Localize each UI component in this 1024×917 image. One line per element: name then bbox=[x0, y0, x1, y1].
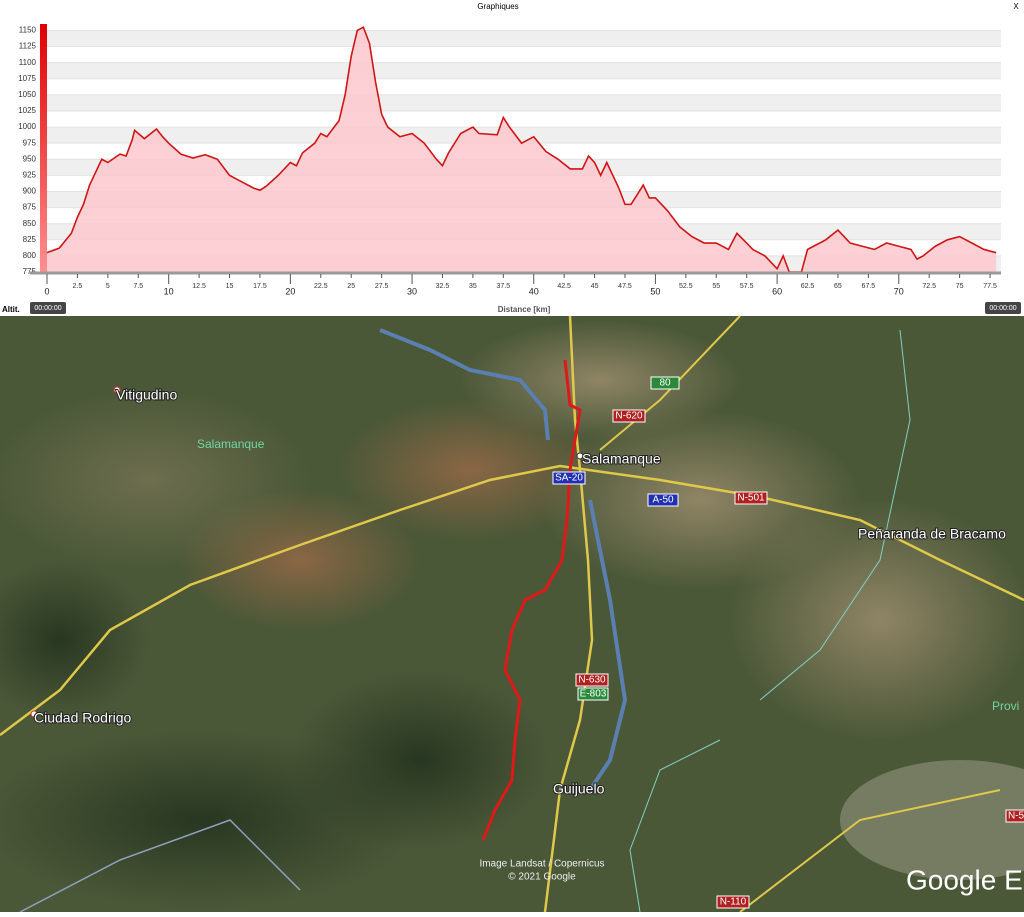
x-tick-label: 60 bbox=[772, 286, 782, 296]
x-tick-label: 42.5 bbox=[557, 283, 571, 290]
time-start: 00:00:00 bbox=[34, 305, 61, 312]
road-shield: SA-20 bbox=[555, 473, 583, 484]
y-tick-label: 1100 bbox=[19, 58, 37, 67]
attribution: Image Landsat / Copernicus bbox=[479, 859, 604, 870]
region-label: Salamanque bbox=[197, 437, 265, 451]
altitude-scale bbox=[40, 24, 47, 272]
x-tick-label: 72.5 bbox=[922, 283, 936, 290]
y-axis-label: Altit. bbox=[2, 305, 20, 314]
x-tick-label: 47.5 bbox=[618, 283, 632, 290]
chart: 7758008258508759009259509751000102510501… bbox=[18, 24, 1001, 296]
x-tick-label: 55 bbox=[712, 283, 720, 290]
elevation-area bbox=[47, 27, 997, 272]
close-button[interactable]: X bbox=[1013, 2, 1019, 11]
x-tick-label: 45 bbox=[591, 283, 599, 290]
y-tick-label: 800 bbox=[23, 251, 37, 260]
y-tick-label: 1000 bbox=[18, 122, 36, 131]
y-tick-label: 925 bbox=[23, 170, 37, 179]
x-tick-label: 57.5 bbox=[740, 283, 754, 290]
y-tick-label: 1150 bbox=[19, 26, 37, 35]
time-marker bbox=[30, 302, 66, 314]
x-tick-label: 62.5 bbox=[801, 283, 815, 290]
road-shield: N-110 bbox=[720, 897, 747, 908]
road-shield: N-5 bbox=[1008, 811, 1024, 822]
y-tick-label: 1025 bbox=[18, 106, 36, 115]
y-tick-label: 875 bbox=[23, 203, 37, 212]
x-tick-label: 32.5 bbox=[436, 283, 450, 290]
x-tick-label: 52.5 bbox=[679, 283, 693, 290]
region-label: Provi bbox=[992, 699, 1019, 713]
x-tick-label: 77.5 bbox=[983, 283, 997, 290]
x-tick-label: 70 bbox=[894, 286, 904, 296]
x-tick-label: 0 bbox=[44, 286, 49, 296]
x-tick-label: 22.5 bbox=[314, 283, 328, 290]
grid-band bbox=[47, 62, 1001, 79]
x-tick-label: 50 bbox=[650, 286, 660, 296]
road-shield: N-620 bbox=[615, 411, 643, 422]
x-tick-label: 65 bbox=[834, 283, 842, 290]
x-tick-label: 25 bbox=[347, 283, 355, 290]
place-label: Ciudad Rodrigo bbox=[34, 710, 131, 726]
x-tick-label: 2.5 bbox=[73, 283, 83, 290]
map: Vitigudino Salamanque Salamanque Peñaran… bbox=[0, 315, 1024, 913]
road-shield: A-50 bbox=[652, 495, 674, 506]
grid-band bbox=[47, 30, 1001, 47]
y-tick-label: 1050 bbox=[18, 90, 36, 99]
grid-band bbox=[47, 94, 1001, 111]
time-marker bbox=[985, 302, 1021, 314]
place-label: Salamanque bbox=[582, 451, 661, 467]
place-label: Guijuelo bbox=[553, 781, 605, 797]
x-tick-label: 37.5 bbox=[497, 283, 511, 290]
road-shield: 80 bbox=[659, 378, 671, 389]
x-tick-label: 27.5 bbox=[375, 283, 389, 290]
place-label: Vitigudino bbox=[116, 387, 177, 403]
logo: Google E bbox=[906, 864, 1023, 895]
x-tick-label: 75 bbox=[956, 283, 964, 290]
time-end: 00:00:00 bbox=[989, 305, 1016, 312]
x-tick-label: 5 bbox=[106, 283, 110, 290]
elevation-line bbox=[46, 26, 997, 273]
road-shield: E-803 bbox=[580, 689, 607, 700]
y-tick-label: 775 bbox=[23, 267, 37, 276]
x-tick-label: 10 bbox=[164, 286, 174, 296]
x-axis-label: Distance [km] bbox=[498, 305, 551, 314]
grid-band bbox=[47, 127, 1001, 144]
attribution: © 2021 Google bbox=[508, 872, 576, 883]
road-shield: N-501 bbox=[737, 493, 765, 504]
road-shield: N-630 bbox=[578, 675, 606, 686]
x-tick-label: 40 bbox=[529, 286, 539, 296]
x-tick-label: 35 bbox=[469, 283, 477, 290]
y-tick-label: 825 bbox=[23, 235, 37, 244]
y-tick-label: 950 bbox=[23, 154, 37, 163]
y-tick-label: 1075 bbox=[18, 74, 36, 83]
x-tick-label: 67.5 bbox=[862, 283, 876, 290]
y-tick-label: 975 bbox=[23, 138, 37, 147]
window-title: Graphiques bbox=[477, 2, 518, 11]
place-label: Peñaranda de Bracamo bbox=[858, 526, 1006, 542]
y-tick-label: 1125 bbox=[19, 42, 37, 51]
x-tick-label: 12.5 bbox=[192, 283, 206, 290]
y-tick-label: 900 bbox=[23, 187, 37, 196]
y-tick-label: 850 bbox=[23, 219, 37, 228]
x-tick-label: 20 bbox=[285, 286, 295, 296]
x-tick-label: 30 bbox=[407, 286, 417, 296]
x-tick-label: 15 bbox=[226, 283, 234, 290]
x-tick-label: 17.5 bbox=[253, 283, 267, 290]
x-tick-label: 7.5 bbox=[133, 283, 143, 290]
